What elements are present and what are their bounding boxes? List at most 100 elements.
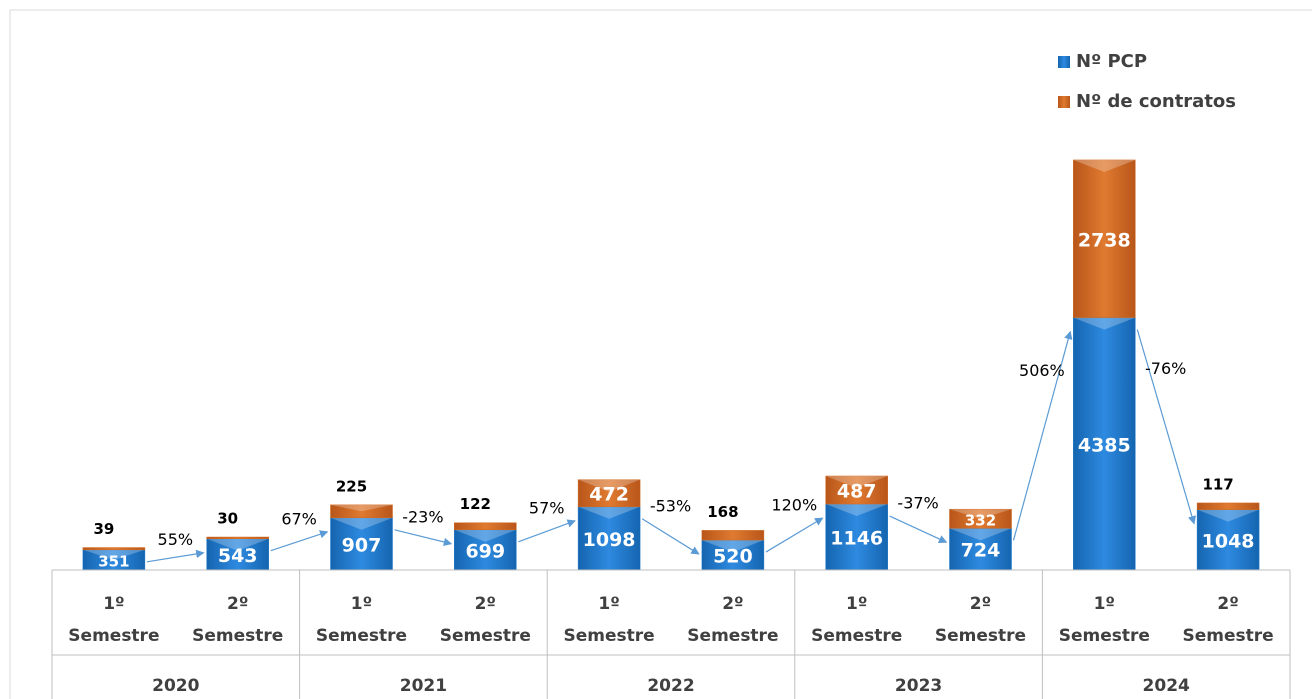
x-tick-line: 2º — [1217, 594, 1238, 614]
data-label: 2738 — [1078, 229, 1131, 251]
bevel — [825, 475, 888, 488]
data-label: 332 — [965, 511, 996, 529]
change-label: 55% — [158, 530, 194, 549]
bevel — [578, 479, 641, 492]
bar-segment — [701, 530, 765, 541]
change-arrow — [1012, 330, 1073, 541]
data-label: 1048 — [1202, 530, 1255, 552]
change-arrow — [1136, 329, 1197, 525]
data-label: 4385 — [1078, 434, 1131, 456]
x-tick-line: 2º — [970, 594, 991, 614]
change-arrow — [641, 518, 700, 555]
legend-swatch — [1058, 56, 1070, 68]
change-arrow — [765, 517, 824, 553]
data-label: 39 — [93, 520, 114, 538]
bar-segment — [577, 479, 641, 508]
bevel — [701, 540, 764, 553]
bar-segment — [454, 522, 517, 531]
change-label: 120% — [771, 496, 817, 515]
x-tick-label: 2º Semestre — [192, 594, 283, 646]
bevel — [578, 506, 641, 519]
bar-segment — [206, 538, 269, 571]
legend-swatch — [1058, 96, 1070, 108]
x-tick-line: Semestre — [564, 626, 655, 646]
x-tick-label: 2º Semestre — [1183, 594, 1274, 646]
x-tick-line: 1º — [103, 594, 124, 614]
group-label: 2020 — [152, 676, 199, 696]
group-label: 2024 — [1143, 676, 1190, 696]
legend-label: Nº PCP — [1076, 51, 1147, 72]
data-label: 724 — [961, 540, 1001, 562]
x-tick-label: 1º Semestre — [1059, 594, 1150, 646]
bevel — [949, 528, 1012, 541]
x-tick-line: Semestre — [192, 626, 283, 646]
bar-segment — [330, 504, 393, 519]
bevel — [330, 504, 393, 512]
data-label: 907 — [342, 534, 382, 556]
legend-label: Nº de contratos — [1076, 91, 1236, 112]
x-tick-line: Semestre — [316, 626, 407, 646]
bar-segment — [949, 528, 1012, 571]
data-label: 122 — [460, 495, 491, 513]
x-tick-line: Semestre — [935, 626, 1026, 646]
bevel — [1073, 317, 1136, 330]
change-label: -23% — [402, 507, 443, 526]
change-arrow — [394, 529, 453, 547]
change-label: -76% — [1145, 359, 1186, 378]
change-arrow — [146, 549, 205, 563]
group-label: 2023 — [895, 676, 942, 696]
data-label: 472 — [589, 484, 629, 506]
x-tick-label: 2º Semestre — [440, 594, 531, 646]
x-tick-line: 1º — [846, 594, 867, 614]
change-label: -37% — [897, 494, 938, 513]
change-arrow — [889, 515, 948, 543]
bevel — [1197, 509, 1260, 522]
x-tick-label: 1º Semestre — [564, 594, 655, 646]
x-tick-label: 1º Semestre — [316, 594, 407, 646]
x-tick-line: Semestre — [811, 626, 902, 646]
change-label: 57% — [529, 498, 565, 517]
x-tick-line: Semestre — [440, 626, 531, 646]
bar-segment — [206, 536, 269, 539]
frame — [9, 9, 1312, 699]
data-label: 351 — [98, 552, 129, 570]
x-tick-line: Semestre — [1059, 626, 1150, 646]
data-label: 1098 — [583, 529, 636, 551]
group-label: 2022 — [647, 676, 694, 696]
x-tick-line: Semestre — [687, 626, 778, 646]
change-arrow — [518, 519, 576, 543]
bar-segment — [454, 529, 517, 571]
data-label: 225 — [336, 477, 367, 495]
data-label: 117 — [1202, 475, 1233, 493]
x-tick-line: Semestre — [1183, 626, 1274, 646]
x-tick-line: 1º — [598, 594, 619, 614]
data-label: 543 — [218, 545, 258, 567]
bevel — [825, 504, 888, 517]
change-arrow — [270, 530, 329, 552]
bar-segment — [1073, 317, 1136, 571]
x-tick-label: 2º Semestre — [687, 594, 778, 646]
bar-segment — [825, 475, 888, 505]
bevel — [330, 517, 393, 530]
group-label: 2021 — [400, 676, 447, 696]
x-tick-label: 1º Semestre — [68, 594, 159, 646]
change-label: -53% — [650, 496, 691, 515]
change-label: 67% — [281, 509, 317, 528]
data-label: 1146 — [830, 528, 883, 550]
bevel — [454, 529, 517, 542]
data-label: 487 — [837, 481, 877, 503]
x-tick-label: 1º Semestre — [811, 594, 902, 646]
x-tick-line: 2º — [722, 594, 743, 614]
bar-segment — [949, 508, 1012, 529]
x-tick-label: 2º Semestre — [935, 594, 1026, 646]
bevel — [82, 549, 145, 560]
change-label: 506% — [1019, 361, 1065, 380]
x-tick-line: 1º — [351, 594, 372, 614]
bevel — [206, 538, 269, 551]
x-tick-line: 2º — [475, 594, 496, 614]
data-label: 30 — [217, 510, 238, 528]
x-tick-line: 2º — [227, 594, 248, 614]
data-label: 520 — [713, 546, 753, 568]
data-label: 699 — [465, 540, 505, 562]
x-tick-line: 1º — [1094, 594, 1115, 614]
